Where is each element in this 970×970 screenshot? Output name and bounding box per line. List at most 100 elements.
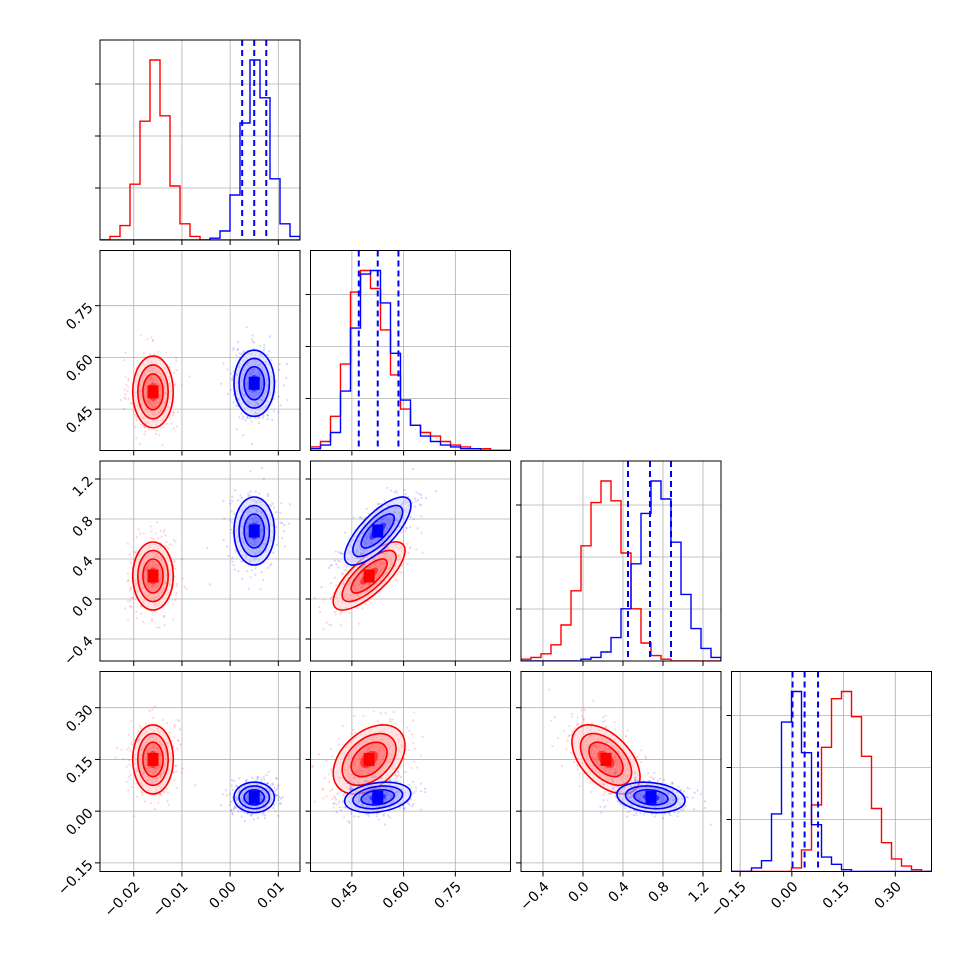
scatter-point xyxy=(345,568,348,572)
scatter-point xyxy=(613,728,616,731)
scatter-point xyxy=(310,765,314,768)
density-contour xyxy=(350,558,388,594)
scatter-point xyxy=(409,515,412,518)
scatter-point xyxy=(413,760,416,763)
scatter-point xyxy=(325,621,328,624)
scatter-point xyxy=(147,428,151,431)
scatter-point xyxy=(409,545,412,549)
scatter-point xyxy=(636,755,639,758)
scatter-point xyxy=(419,808,423,811)
scatter-point xyxy=(184,587,188,590)
scatter-point xyxy=(399,776,403,779)
scatter-point xyxy=(167,791,170,794)
scatter-point xyxy=(159,793,162,796)
scatter-point xyxy=(332,806,335,809)
scatter-point xyxy=(318,605,321,609)
scatter-point xyxy=(635,811,638,814)
scatter-point xyxy=(424,497,428,500)
scatter-point xyxy=(250,443,254,446)
density-contour xyxy=(142,373,164,411)
scatter-point xyxy=(333,610,337,614)
scatter-point xyxy=(287,522,290,525)
scatter-point xyxy=(148,352,152,355)
density-contour xyxy=(131,541,175,611)
scatter-point xyxy=(164,534,167,537)
density-contour xyxy=(341,732,397,787)
scatter-point xyxy=(140,790,143,793)
scatter-point xyxy=(412,803,415,806)
scatter-point xyxy=(344,531,347,534)
scatter-point xyxy=(176,747,179,750)
density-contour xyxy=(588,741,624,778)
scatter-point xyxy=(677,811,680,814)
scatter-point xyxy=(568,734,571,737)
scatter-point xyxy=(330,624,333,627)
scatter-point xyxy=(414,786,418,790)
scatter-point xyxy=(607,792,611,795)
scatter-point xyxy=(408,730,411,733)
scatter-point xyxy=(163,624,166,627)
scatter-point xyxy=(159,792,162,795)
scatter-point xyxy=(134,551,137,554)
scatter-point xyxy=(319,610,322,614)
scatter-point xyxy=(391,718,394,721)
scatter-point xyxy=(262,579,265,582)
scatter-point xyxy=(249,814,252,817)
scatter-point xyxy=(572,760,576,764)
scatter-point xyxy=(243,819,247,823)
scatter-point xyxy=(602,716,605,719)
panel-background xyxy=(100,461,300,661)
scatter-point xyxy=(140,791,144,794)
scatter-point xyxy=(566,739,569,742)
density-contour xyxy=(137,364,169,420)
scatter-point xyxy=(231,560,234,563)
scatter-point xyxy=(341,725,344,728)
scatter-point xyxy=(366,781,370,784)
scatter-point xyxy=(337,800,341,803)
scatter-point xyxy=(175,594,178,597)
scatter-point xyxy=(240,496,244,499)
scatter-point xyxy=(142,351,146,355)
scatter-point xyxy=(285,376,288,380)
scatter-point xyxy=(330,595,334,598)
scatter-point xyxy=(130,401,133,404)
scatter-point xyxy=(394,578,397,582)
scatter-point xyxy=(152,717,155,720)
scatter-point xyxy=(256,776,259,779)
scatter-point xyxy=(129,587,132,590)
scatter-point xyxy=(143,433,146,436)
scatter-point xyxy=(395,489,398,492)
scatter-point xyxy=(142,620,145,623)
panel-background xyxy=(100,671,300,872)
scatter-point xyxy=(128,763,131,766)
scatter-point xyxy=(352,728,355,731)
scatter-point xyxy=(274,776,278,780)
scatter-point xyxy=(156,521,159,524)
scatter-point xyxy=(174,764,177,767)
scatter-point xyxy=(165,540,168,543)
scatter-point xyxy=(377,502,380,506)
scatter-point xyxy=(249,470,252,473)
scatter-point xyxy=(602,783,605,786)
scatter-point xyxy=(229,502,232,505)
scatter-point xyxy=(417,498,420,501)
scatter-point xyxy=(123,388,126,391)
scatter-point xyxy=(412,780,415,784)
scatter-point xyxy=(162,790,165,793)
scatter-point xyxy=(153,610,156,613)
scatter-point xyxy=(281,795,284,799)
scatter-point xyxy=(223,517,226,520)
scatter-point xyxy=(423,787,427,790)
scatter-point xyxy=(399,806,402,810)
scatter-point xyxy=(150,530,153,533)
scatter-point xyxy=(127,397,130,400)
scatter-point xyxy=(131,596,135,599)
scatter-point xyxy=(567,735,570,738)
scatter-point xyxy=(624,735,628,738)
scatter-point xyxy=(165,787,168,790)
density-contour xyxy=(243,788,266,806)
density-contour xyxy=(137,732,169,787)
scatter-point xyxy=(420,531,423,535)
scatter-point xyxy=(409,526,412,529)
scatter-point xyxy=(130,741,133,744)
